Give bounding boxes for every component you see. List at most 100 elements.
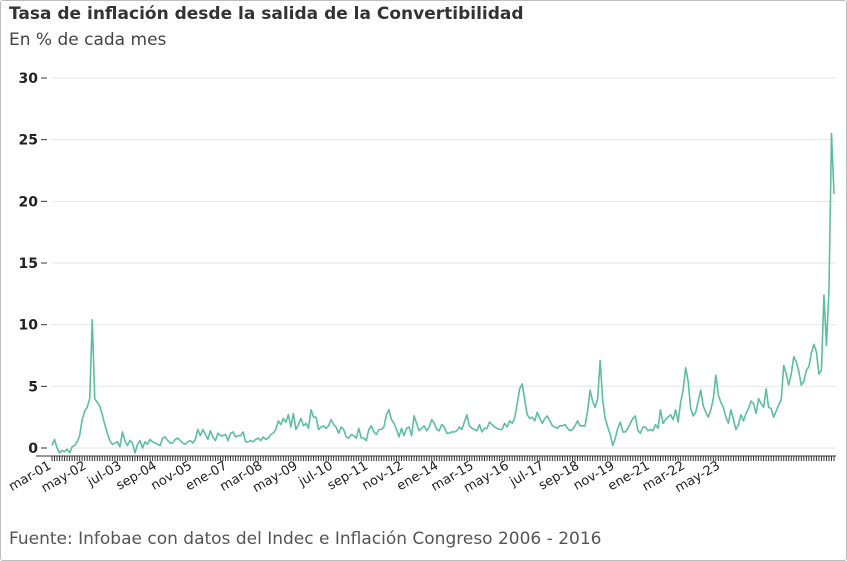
data-point [423,424,426,427]
data-point [576,419,579,422]
data-point [501,428,504,431]
data-point [722,406,725,409]
data-point [357,427,360,430]
data-point [574,424,577,427]
y-axis: 0 5 10 15 20 25 30 [19,71,47,457]
data-point [433,422,436,425]
data-point [511,422,514,425]
data-point [340,426,343,429]
data-point [833,192,836,195]
data-point [755,412,758,415]
data-point [176,437,179,440]
data-point [131,442,134,445]
data-point [604,417,607,420]
data-point [68,451,71,454]
y-tick-label: 25 [19,133,38,149]
data-point [770,407,773,410]
data-point [513,417,516,420]
data-point [126,444,129,447]
data-point [103,423,106,426]
data-point [302,424,305,427]
data-point [211,435,214,438]
data-point [468,424,471,427]
data-point [259,439,262,442]
data-point [802,380,805,383]
data-point [216,432,219,435]
data-point [526,413,529,416]
gridlines [52,77,836,449]
data-point [827,289,830,292]
data-point [566,427,569,430]
data-point [335,426,338,429]
data-point [309,408,312,411]
data-point [594,406,597,409]
data-point [704,411,707,414]
data-point [252,440,255,443]
data-point [812,343,815,346]
y-tick-label: 15 [19,256,38,272]
data-point [750,400,753,403]
data-point [403,434,406,437]
data-point [734,428,737,431]
data-point [372,430,375,433]
data-point [322,424,325,427]
data-point [400,427,403,430]
data-point [709,408,712,411]
data-point [191,442,194,445]
data-point [440,423,443,426]
data-point [438,429,441,432]
data-point [390,418,393,421]
data-point [367,428,370,431]
data-point [727,422,730,425]
data-point [199,434,202,437]
data-point [694,411,697,414]
data-point [347,437,350,440]
data-point [631,417,634,420]
chart-subtitle: En % de cada mes [9,30,167,50]
source-note: Fuente: Infobae con datos del Indec e In… [9,529,602,549]
data-point [677,421,680,424]
data-point [96,401,99,404]
data-point [571,428,574,431]
data-point [121,430,124,433]
data-point [807,365,810,368]
data-point [330,418,333,421]
data-point [634,414,637,417]
data-point [149,438,152,441]
data-point [365,439,368,442]
data-point [772,416,775,419]
data-point [83,410,86,413]
data-point [486,427,489,430]
data-point [591,400,594,403]
data-point [108,439,111,442]
data-point [139,439,142,442]
data-point [629,422,632,425]
data-point [538,417,541,420]
data-point [672,418,675,421]
data-point [674,408,677,411]
data-point [488,421,491,424]
data-point [51,444,54,447]
data-point [480,430,483,433]
data-point [531,416,534,419]
data-point [624,430,627,433]
data-point [425,429,428,432]
data-point [717,393,720,396]
data-point [144,440,147,443]
data-point [224,433,227,436]
data-point [159,444,162,447]
data-point [385,413,388,416]
data-point [656,427,659,430]
data-point [684,366,687,369]
data-point [362,437,365,440]
data-point [297,423,300,426]
data-point [239,434,242,437]
data-point [370,424,373,427]
data-point [257,437,260,440]
data-point [785,373,788,376]
data-point [382,426,385,429]
data-point [518,387,521,390]
data-point [601,398,604,401]
data-point [355,437,358,440]
data-point [428,426,431,429]
